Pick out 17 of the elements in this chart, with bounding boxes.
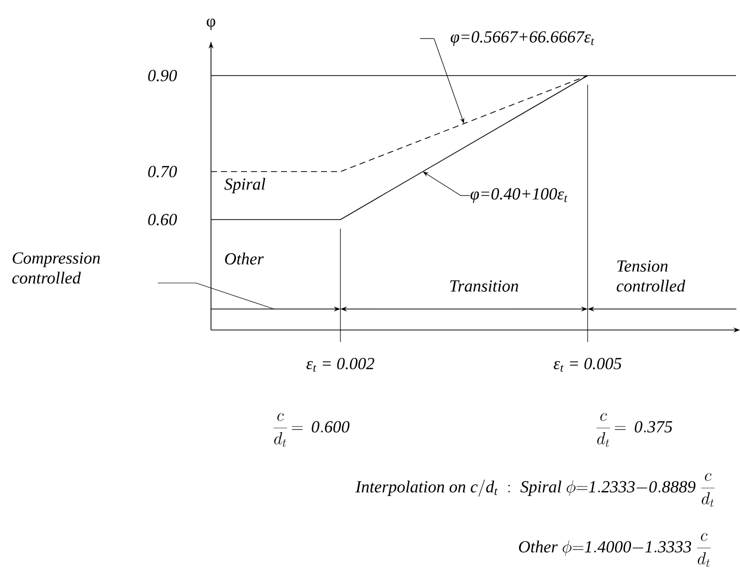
x-tick-label: ε$_{t}$ = 0.002 xyxy=(306,358,374,372)
text: $\mathit{Interpolation\ on\ c/d_t\ :\ Spiral\ \phi{=}1.2333{-}0.8889}\ \frac{c}{d_t}$ xyxy=(355,473,715,507)
series-label: Spiral xyxy=(224,178,266,194)
series-label: Other xyxy=(225,252,264,265)
annotation: φ=0.5667+66.6667ε$_{t}$ xyxy=(450,31,594,46)
text: $\frac{c}{d_t}\mathit{\,=\,0.600}$ xyxy=(274,413,350,447)
y-axis-title: φ xyxy=(206,18,216,30)
y-tick-label: 0.60 xyxy=(148,214,177,226)
annotation: φ=0.40+100ε$_{t}$ xyxy=(470,188,568,204)
text: $\frac{c}{d_t}\mathit{\,=\,0.375}$ xyxy=(596,413,672,447)
y-tick-label: 0.90 xyxy=(148,70,177,82)
annotation: Tension controlled xyxy=(616,260,686,292)
text: $\mathit{Other\ \phi{=}1.4000{-}1.3333}\ \frac{c}{d_t}$ xyxy=(519,533,711,567)
y-tick-label: 0.70 xyxy=(148,166,177,178)
x-tick-label: ε$_{t}$ = 0.005 xyxy=(554,358,622,372)
annotation: Transition xyxy=(450,280,518,292)
text: Compression controlled xyxy=(12,252,100,284)
